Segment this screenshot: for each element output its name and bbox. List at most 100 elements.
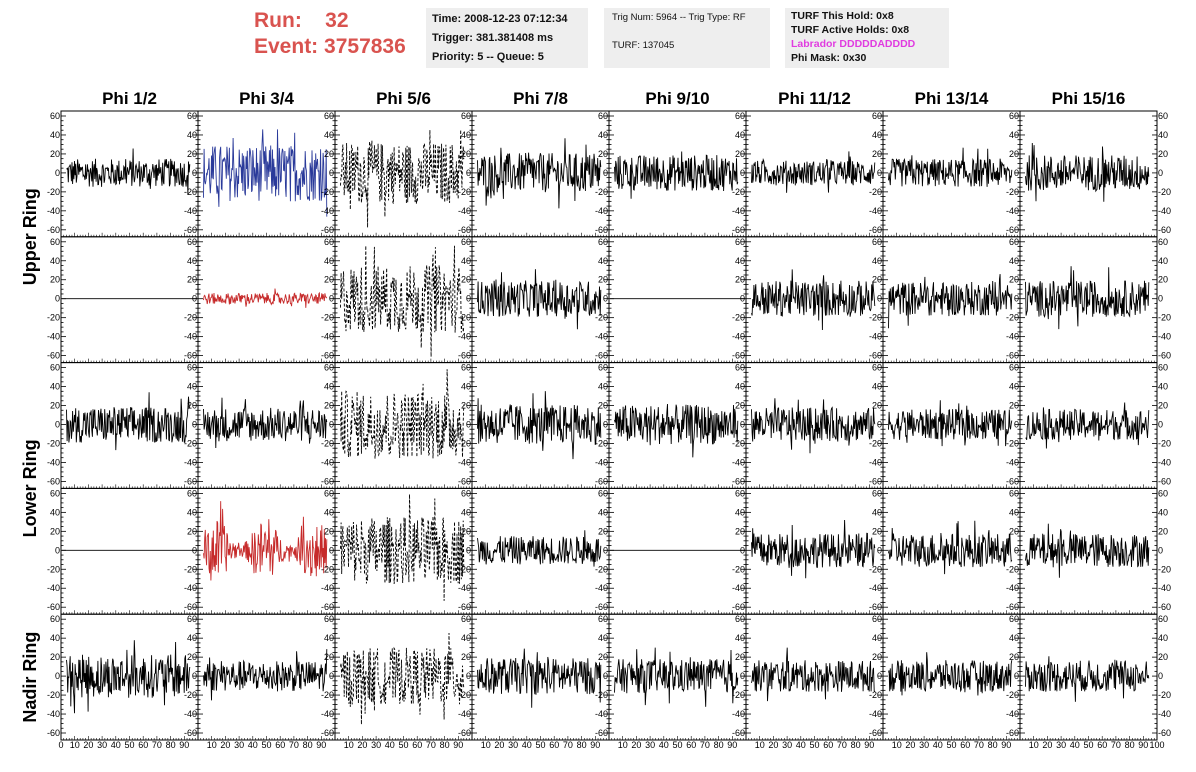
event-label: Event: xyxy=(254,35,319,58)
y-tick-label: -20 xyxy=(1006,690,1019,700)
y-tick-label: -40 xyxy=(595,583,608,593)
y-tick-label: 60 xyxy=(461,111,471,121)
y-tick-label: -40 xyxy=(732,332,745,342)
y-tick-label: 60 xyxy=(1158,237,1168,247)
y-tick-label: 20 xyxy=(598,652,608,662)
y-tick-label: 60 xyxy=(461,488,471,498)
x-tick-label: 30 xyxy=(97,740,107,750)
y-tick-label: -20 xyxy=(732,690,745,700)
run-value: 32 xyxy=(325,9,349,32)
y-tick-label: -60 xyxy=(321,476,334,486)
waveform-trace xyxy=(888,652,1013,696)
y-tick-label: -40 xyxy=(732,457,745,467)
y-tick-label: 60 xyxy=(324,111,334,121)
y-tick-label: 60 xyxy=(50,614,60,624)
time-text: Time: 2008-12-23 07:12:34 xyxy=(432,13,568,25)
waveform-trace xyxy=(751,151,876,193)
waveform-panel xyxy=(197,236,336,364)
x-tick-label: 50 xyxy=(535,740,545,750)
y-tick-label: -40 xyxy=(458,206,471,216)
y-tick-label: 60 xyxy=(735,488,745,498)
x-tick-label: 70 xyxy=(1111,740,1121,750)
y-tick-label: 20 xyxy=(1158,652,1168,662)
y-tick-label: 60 xyxy=(50,111,60,121)
y-tick-label: 40 xyxy=(187,633,197,643)
x-tick-label: 20 xyxy=(494,740,504,750)
y-tick-label: 40 xyxy=(872,256,882,266)
y-tick-label: 40 xyxy=(461,633,471,643)
y-tick-label: 60 xyxy=(1009,237,1019,247)
y-tick-label: -20 xyxy=(595,187,608,197)
y-tick-label: 40 xyxy=(324,382,334,392)
y-tick-label: -20 xyxy=(1006,313,1019,323)
y-tick-label: -40 xyxy=(595,332,608,342)
y-tick-label: 0 xyxy=(1158,420,1163,430)
y-tick-label: 60 xyxy=(461,363,471,373)
y-tick-label: -60 xyxy=(595,728,608,738)
turf-active-holds-text: TURF Active Holds: 0x8 xyxy=(791,24,910,36)
x-tick-label: 20 xyxy=(357,740,367,750)
y-tick-label: 40 xyxy=(1009,633,1019,643)
x-tick-label: 10 xyxy=(481,740,491,750)
x-tick-label: 80 xyxy=(988,740,998,750)
y-tick-label: 0 xyxy=(1158,671,1163,681)
waveform-panel xyxy=(882,362,1021,489)
y-tick-label: 60 xyxy=(735,111,745,121)
x-tick-label: 90 xyxy=(864,740,874,750)
event-value: 3757836 xyxy=(324,35,406,58)
y-tick-label: 0 xyxy=(55,168,60,178)
panel-frame xyxy=(334,110,473,238)
y-tick-label: 0 xyxy=(877,545,882,555)
y-tick-label: 20 xyxy=(872,149,882,159)
y-tick-label: 60 xyxy=(1009,111,1019,121)
y-tick-label: -20 xyxy=(321,187,334,197)
x-tick-label: 10 xyxy=(1029,740,1039,750)
x-tick-label: 60 xyxy=(275,740,285,750)
panel-frame xyxy=(608,236,747,364)
y-tick-label: 0 xyxy=(877,168,882,178)
y-tick-label: -40 xyxy=(47,583,60,593)
y-tick-label: 60 xyxy=(598,614,608,624)
waveform-panel xyxy=(471,362,610,489)
y-tick-label: 60 xyxy=(324,363,334,373)
waveform-panel xyxy=(745,487,884,615)
waveform-panel xyxy=(1019,487,1158,615)
x-tick-label: 20 xyxy=(768,740,778,750)
waveform-panel xyxy=(608,613,747,741)
column-header: Phi 7/8 xyxy=(513,89,568,108)
x-tick-label: 30 xyxy=(1056,740,1066,750)
waveform-trace xyxy=(477,138,602,209)
waveform-panel xyxy=(745,362,884,489)
y-tick-label: 0 xyxy=(740,671,745,681)
x-tick-label: 60 xyxy=(138,740,148,750)
x-tick-label: 20 xyxy=(220,740,230,750)
waveform-trace xyxy=(888,400,1013,447)
y-tick-label: 40 xyxy=(324,130,334,140)
waveform-panel xyxy=(745,236,884,364)
x-tick-label: 90 xyxy=(1138,740,1148,750)
y-tick-label: -40 xyxy=(732,583,745,593)
y-tick-label: 40 xyxy=(50,382,60,392)
waveform-trace xyxy=(751,519,876,579)
x-tick-label: 40 xyxy=(385,740,395,750)
y-tick-label: 60 xyxy=(1158,111,1168,121)
y-tick-label: -60 xyxy=(869,602,882,612)
waveform-trace xyxy=(1025,523,1150,578)
y-tick-label: -60 xyxy=(1006,602,1019,612)
y-tick-label: -20 xyxy=(595,313,608,323)
x-tick-label: 60 xyxy=(686,740,696,750)
x-tick-label: 90 xyxy=(453,740,463,750)
waveform-panel xyxy=(1019,613,1158,741)
y-tick-label: 60 xyxy=(1158,363,1168,373)
y-tick-label: -20 xyxy=(732,438,745,448)
x-tick-label: 70 xyxy=(152,740,162,750)
y-tick-label: 0 xyxy=(603,545,608,555)
y-tick-label: 40 xyxy=(461,382,471,392)
y-tick-label: 60 xyxy=(872,488,882,498)
y-tick-label: 40 xyxy=(1009,256,1019,266)
x-tick-label: 70 xyxy=(563,740,573,750)
x-tick-label: 10 xyxy=(207,740,217,750)
waveform-panel xyxy=(882,236,1021,364)
waveform-trace xyxy=(340,129,465,228)
run-event-header: Run: 32 Event: 3757836 xyxy=(254,8,406,60)
